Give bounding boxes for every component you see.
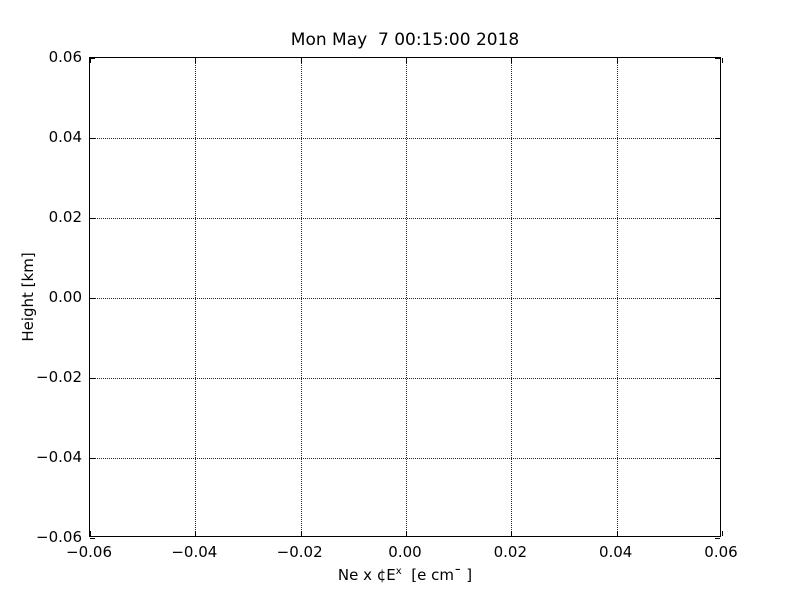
y-tick-label: 0.04 xyxy=(48,128,82,146)
chart-title: Mon May 7 00:15:00 2018 xyxy=(290,30,520,50)
y-gridline xyxy=(90,378,720,379)
y-gridline xyxy=(90,298,720,299)
y-tick-mark xyxy=(90,378,95,379)
x-tick-label: 0.06 xyxy=(704,543,738,561)
y-tick-mark xyxy=(90,138,95,139)
x-axis-label-units: [e cm¯ ] xyxy=(401,566,473,584)
x-axis-label: Ne x ¢Ex [e cm¯ ] xyxy=(89,566,721,584)
x-tick-mark-top xyxy=(722,58,723,63)
y-tick-mark xyxy=(90,218,95,219)
x-tick-label: 0.02 xyxy=(493,543,528,561)
x-tick-label: −0.06 xyxy=(66,543,112,561)
y-tick-label: −0.04 xyxy=(36,448,82,466)
y-tick-mark-right xyxy=(715,298,720,299)
y-gridline xyxy=(90,458,720,459)
x-gridline xyxy=(300,58,302,536)
y-tick-label: 0.00 xyxy=(48,288,82,306)
y-tick-mark-right xyxy=(715,58,720,59)
x-axis-label-base: Ne x ¢E xyxy=(337,566,396,584)
x-tick-mark xyxy=(300,531,302,536)
y-axis-label-text: Height [km] xyxy=(19,252,37,342)
y-tick-mark xyxy=(90,298,95,299)
y-tick-mark-right xyxy=(715,458,720,459)
x-tick-mark xyxy=(722,531,723,536)
x-tick-mark xyxy=(195,531,197,536)
y-tick-mark-right xyxy=(715,218,720,219)
y-tick-mark-right xyxy=(715,378,720,379)
x-tick-label: −0.04 xyxy=(171,543,218,561)
x-tick-mark xyxy=(616,531,618,536)
y-tick-label: 0.02 xyxy=(48,208,82,226)
x-tick-label: 0.04 xyxy=(598,543,633,561)
x-tick-mark xyxy=(90,531,91,536)
x-tick-label: −0.02 xyxy=(276,543,323,561)
x-tick-mark-top xyxy=(511,58,513,63)
x-gridline xyxy=(616,58,618,536)
y-tick-mark xyxy=(90,58,95,59)
y-gridline xyxy=(90,218,720,219)
x-axis-label-superscript: x xyxy=(395,566,402,577)
x-gridline xyxy=(406,58,407,536)
y-tick-mark-right xyxy=(715,138,720,139)
x-tick-mark-top xyxy=(90,58,91,63)
x-tick-mark-top xyxy=(406,58,407,63)
x-tick-mark-top xyxy=(616,58,618,63)
x-tick-mark xyxy=(406,531,407,536)
y-tick-mark xyxy=(90,538,95,539)
x-tick-mark xyxy=(511,531,513,536)
x-tick-mark-top xyxy=(195,58,197,63)
plot-area[interactable] xyxy=(89,57,723,539)
y-tick-label: 0.06 xyxy=(48,48,82,66)
y-tick-label: −0.06 xyxy=(36,528,82,546)
y-tick-mark-right xyxy=(715,538,720,539)
y-gridline xyxy=(90,138,720,139)
y-tick-mark xyxy=(90,458,95,459)
x-gridline xyxy=(511,58,513,536)
x-tick-label: 0.00 xyxy=(388,543,422,561)
y-tick-label: −0.02 xyxy=(36,368,82,386)
x-tick-mark-top xyxy=(300,58,302,63)
x-gridline xyxy=(195,58,197,536)
